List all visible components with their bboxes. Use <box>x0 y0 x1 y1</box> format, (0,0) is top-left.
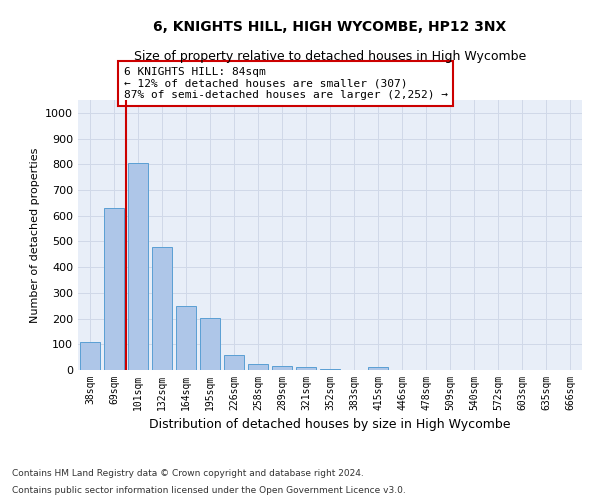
Text: 6, KNIGHTS HILL, HIGH WYCOMBE, HP12 3NX: 6, KNIGHTS HILL, HIGH WYCOMBE, HP12 3NX <box>154 20 506 34</box>
Bar <box>128 163 148 370</box>
Bar <box>272 366 292 370</box>
X-axis label: Distribution of detached houses by size in High Wycombe: Distribution of detached houses by size … <box>149 418 511 432</box>
Bar <box>368 368 388 370</box>
Y-axis label: Number of detached properties: Number of detached properties <box>29 148 40 322</box>
Bar <box>200 318 220 370</box>
Bar <box>80 342 100 370</box>
Bar <box>296 367 316 370</box>
Bar <box>320 368 340 370</box>
Bar <box>104 208 124 370</box>
Text: 6 KNIGHTS HILL: 84sqm
← 12% of detached houses are smaller (307)
87% of semi-det: 6 KNIGHTS HILL: 84sqm ← 12% of detached … <box>124 67 448 100</box>
Bar <box>176 306 196 370</box>
Text: Contains HM Land Registry data © Crown copyright and database right 2024.: Contains HM Land Registry data © Crown c… <box>12 468 364 477</box>
Text: Contains public sector information licensed under the Open Government Licence v3: Contains public sector information licen… <box>12 486 406 495</box>
Text: Size of property relative to detached houses in High Wycombe: Size of property relative to detached ho… <box>134 50 526 63</box>
Bar <box>224 354 244 370</box>
Bar <box>152 247 172 370</box>
Bar <box>248 364 268 370</box>
